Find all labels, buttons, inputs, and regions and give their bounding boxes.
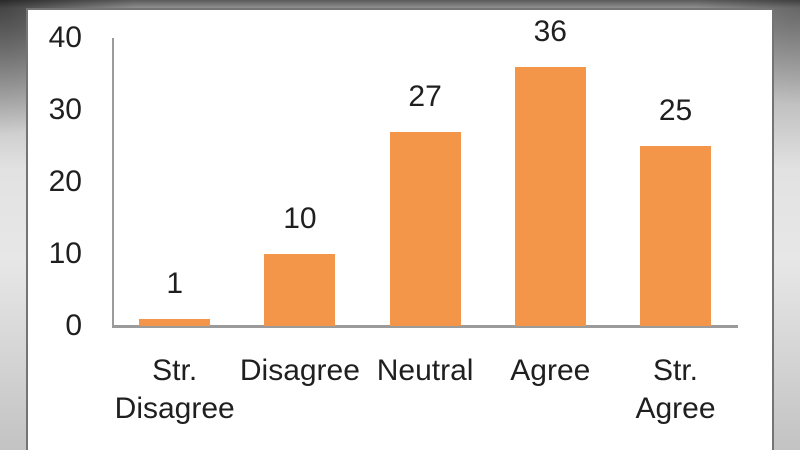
y-tick-label-10: 10: [48, 237, 82, 270]
category-label-agree: Agree: [510, 354, 591, 387]
bar-agree: [514, 66, 586, 326]
data-label-disagree: 10: [283, 202, 317, 235]
chart-page: 0 10 20 30 40 1 10 27 36 25 Str. Disagree Disagre…: [26, 8, 774, 450]
bar-neutral: [389, 131, 461, 326]
y-axis-line: [112, 38, 114, 326]
category-label-str-disagree: Str. Disagree: [114, 354, 235, 425]
bar-chart: 0 10 20 30 40 1 10 27 36 25 Str. Disagree Disagre…: [28, 10, 772, 450]
bar-str-agree: [640, 146, 711, 326]
bar-disagree: [264, 254, 336, 326]
y-tick-label-0: 0: [65, 309, 82, 342]
category-label-neutral: Neutral: [376, 354, 474, 387]
y-tick-label-40: 40: [48, 21, 82, 54]
data-label-agree: 36: [533, 14, 567, 48]
x-axis-line: [112, 325, 738, 328]
y-tick-label-20: 20: [48, 165, 82, 198]
category-label-disagree: Disagree: [239, 354, 360, 387]
y-tick-label-30: 30: [48, 93, 82, 126]
data-label-neutral: 27: [408, 79, 442, 113]
data-label-str-agree: 25: [658, 94, 693, 127]
bar-str-disagree: [139, 318, 211, 326]
data-label-str-disagree: 1: [166, 266, 184, 300]
category-label-str-agree: Str. Agree: [635, 354, 716, 425]
